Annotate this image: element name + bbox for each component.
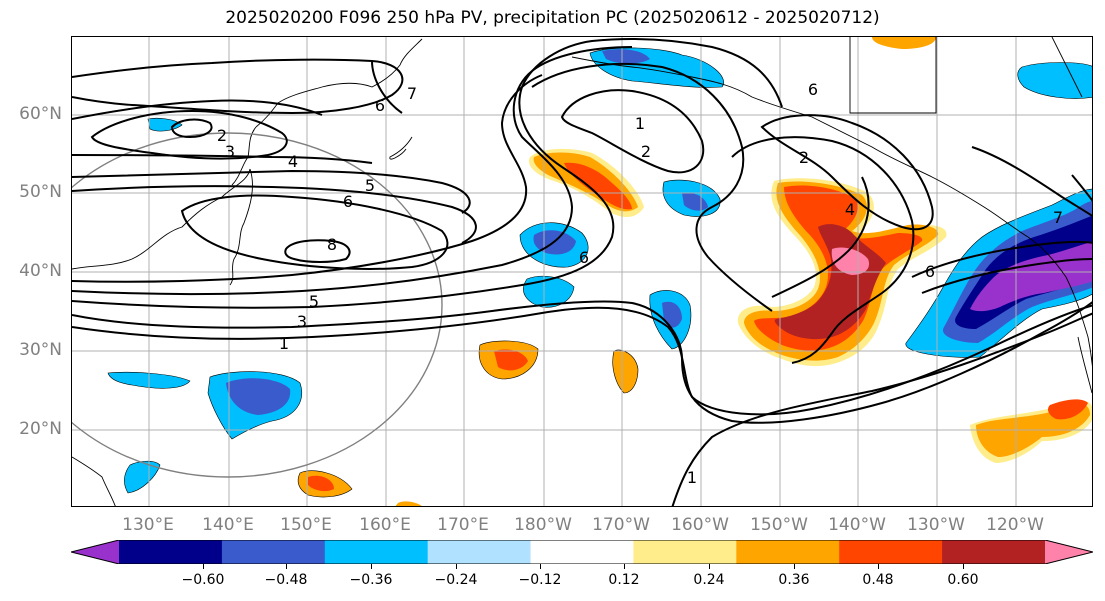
contour-label: 4 <box>845 200 855 219</box>
map-panel: 7 6 2 3 4 5 6 8 5 3 1 1 2 6 2 4 6 7 1 6 <box>71 36 1093 507</box>
colorbar-tick-label: 0.48 <box>862 572 894 588</box>
contour-label: 6 <box>375 96 385 115</box>
lon-label-170w: 170°W <box>592 515 650 535</box>
colorbar-tick <box>371 564 372 569</box>
colorbar-tick <box>963 564 964 569</box>
colorbar-tick-label: −0.12 <box>518 572 562 588</box>
contour-label: 6 <box>579 248 589 267</box>
lat-label-20n: 20°N <box>19 419 62 439</box>
map-title: 2025020200 F096 250 hPa PV, precipitatio… <box>225 8 880 28</box>
lon-label-130w: 130°W <box>907 515 965 535</box>
contour-label: 1 <box>635 114 645 133</box>
colorbar-tick <box>624 564 625 569</box>
lon-label-130e: 130°E <box>122 515 174 535</box>
lon-label-160w: 160°W <box>671 515 729 535</box>
colorbar-tick-label: 0.36 <box>778 572 810 588</box>
region-circle <box>72 132 443 478</box>
contour-label: 3 <box>225 142 235 161</box>
contour-label: 1 <box>279 334 289 353</box>
contour-label: 8 <box>327 235 337 254</box>
colorbar-extend-high <box>1045 540 1093 564</box>
colorbar-extend-low <box>71 540 119 564</box>
colorbar-tick-label: 0.12 <box>608 572 640 588</box>
contour-label: 5 <box>309 292 319 311</box>
lon-label-170e: 170°E <box>437 515 489 535</box>
contour-label: 2 <box>641 142 651 161</box>
colorbar-segment <box>119 540 223 564</box>
colorbar-tick-label: −0.24 <box>434 572 478 588</box>
lon-label-160e: 160°E <box>359 515 411 535</box>
colorbar-tick-label: −0.36 <box>349 572 393 588</box>
lat-label-50n: 50°N <box>19 182 62 202</box>
colorbar-segment <box>942 540 1046 564</box>
map-canvas: 7 6 2 3 4 5 6 8 5 3 1 1 2 6 2 4 6 7 1 6 <box>72 37 1092 506</box>
lat-label-60n: 60°N <box>19 104 62 124</box>
lon-label-140e: 140°E <box>202 515 254 535</box>
colorbar-segment <box>427 540 532 564</box>
colorbar-tick <box>709 564 710 569</box>
graticule <box>72 37 1092 506</box>
colorbar-segment <box>736 540 840 564</box>
colorbar-segment <box>530 540 634 564</box>
lon-label-120w: 120°W <box>986 515 1044 535</box>
lon-label-180w: 180°W <box>514 515 572 535</box>
colorbar-tick <box>794 564 795 569</box>
contour-label: 2 <box>799 148 809 167</box>
lon-label-150e: 150°E <box>280 515 332 535</box>
contour-label: 7 <box>1053 208 1063 227</box>
colorbar-tick <box>286 564 287 569</box>
colorbar-tick-label: −0.48 <box>264 572 308 588</box>
colorbar <box>70 539 1094 565</box>
colorbar-tick-label: −0.60 <box>181 572 225 588</box>
colorbar-segment <box>221 540 326 564</box>
colorbar-tick <box>878 564 879 569</box>
colorbar-svg <box>70 539 1094 565</box>
contour-label: 3 <box>297 312 307 331</box>
contour-label: 6 <box>925 262 935 281</box>
pv-contours <box>72 38 1092 506</box>
colorbar-tick <box>540 564 541 569</box>
lat-label-40n: 40°N <box>19 261 62 281</box>
colorbar-tick <box>456 564 457 569</box>
colorbar-segment <box>839 540 943 564</box>
precip-positive-shading <box>297 37 1092 506</box>
colorbar-segment <box>633 540 737 564</box>
contour-label: 5 <box>365 176 375 195</box>
colorbar-tick-label: 0.60 <box>947 572 979 588</box>
colorbar-tick <box>203 564 204 569</box>
contour-label: 2 <box>217 126 227 145</box>
contour-labels: 7 6 2 3 4 5 6 8 5 3 1 1 2 6 2 4 6 7 1 6 <box>217 80 1063 487</box>
colorbar-segment <box>324 540 429 564</box>
lon-label-150w: 150°W <box>750 515 808 535</box>
lon-label-140w: 140°W <box>828 515 886 535</box>
contour-label: 4 <box>288 152 298 171</box>
contour-label: 6 <box>808 80 818 99</box>
lat-label-30n: 30°N <box>19 340 62 360</box>
colorbar-tick-label: 0.24 <box>693 572 725 588</box>
contour-label: 6 <box>343 192 353 211</box>
contour-label: 7 <box>407 84 417 103</box>
contour-label: 1 <box>687 468 697 487</box>
